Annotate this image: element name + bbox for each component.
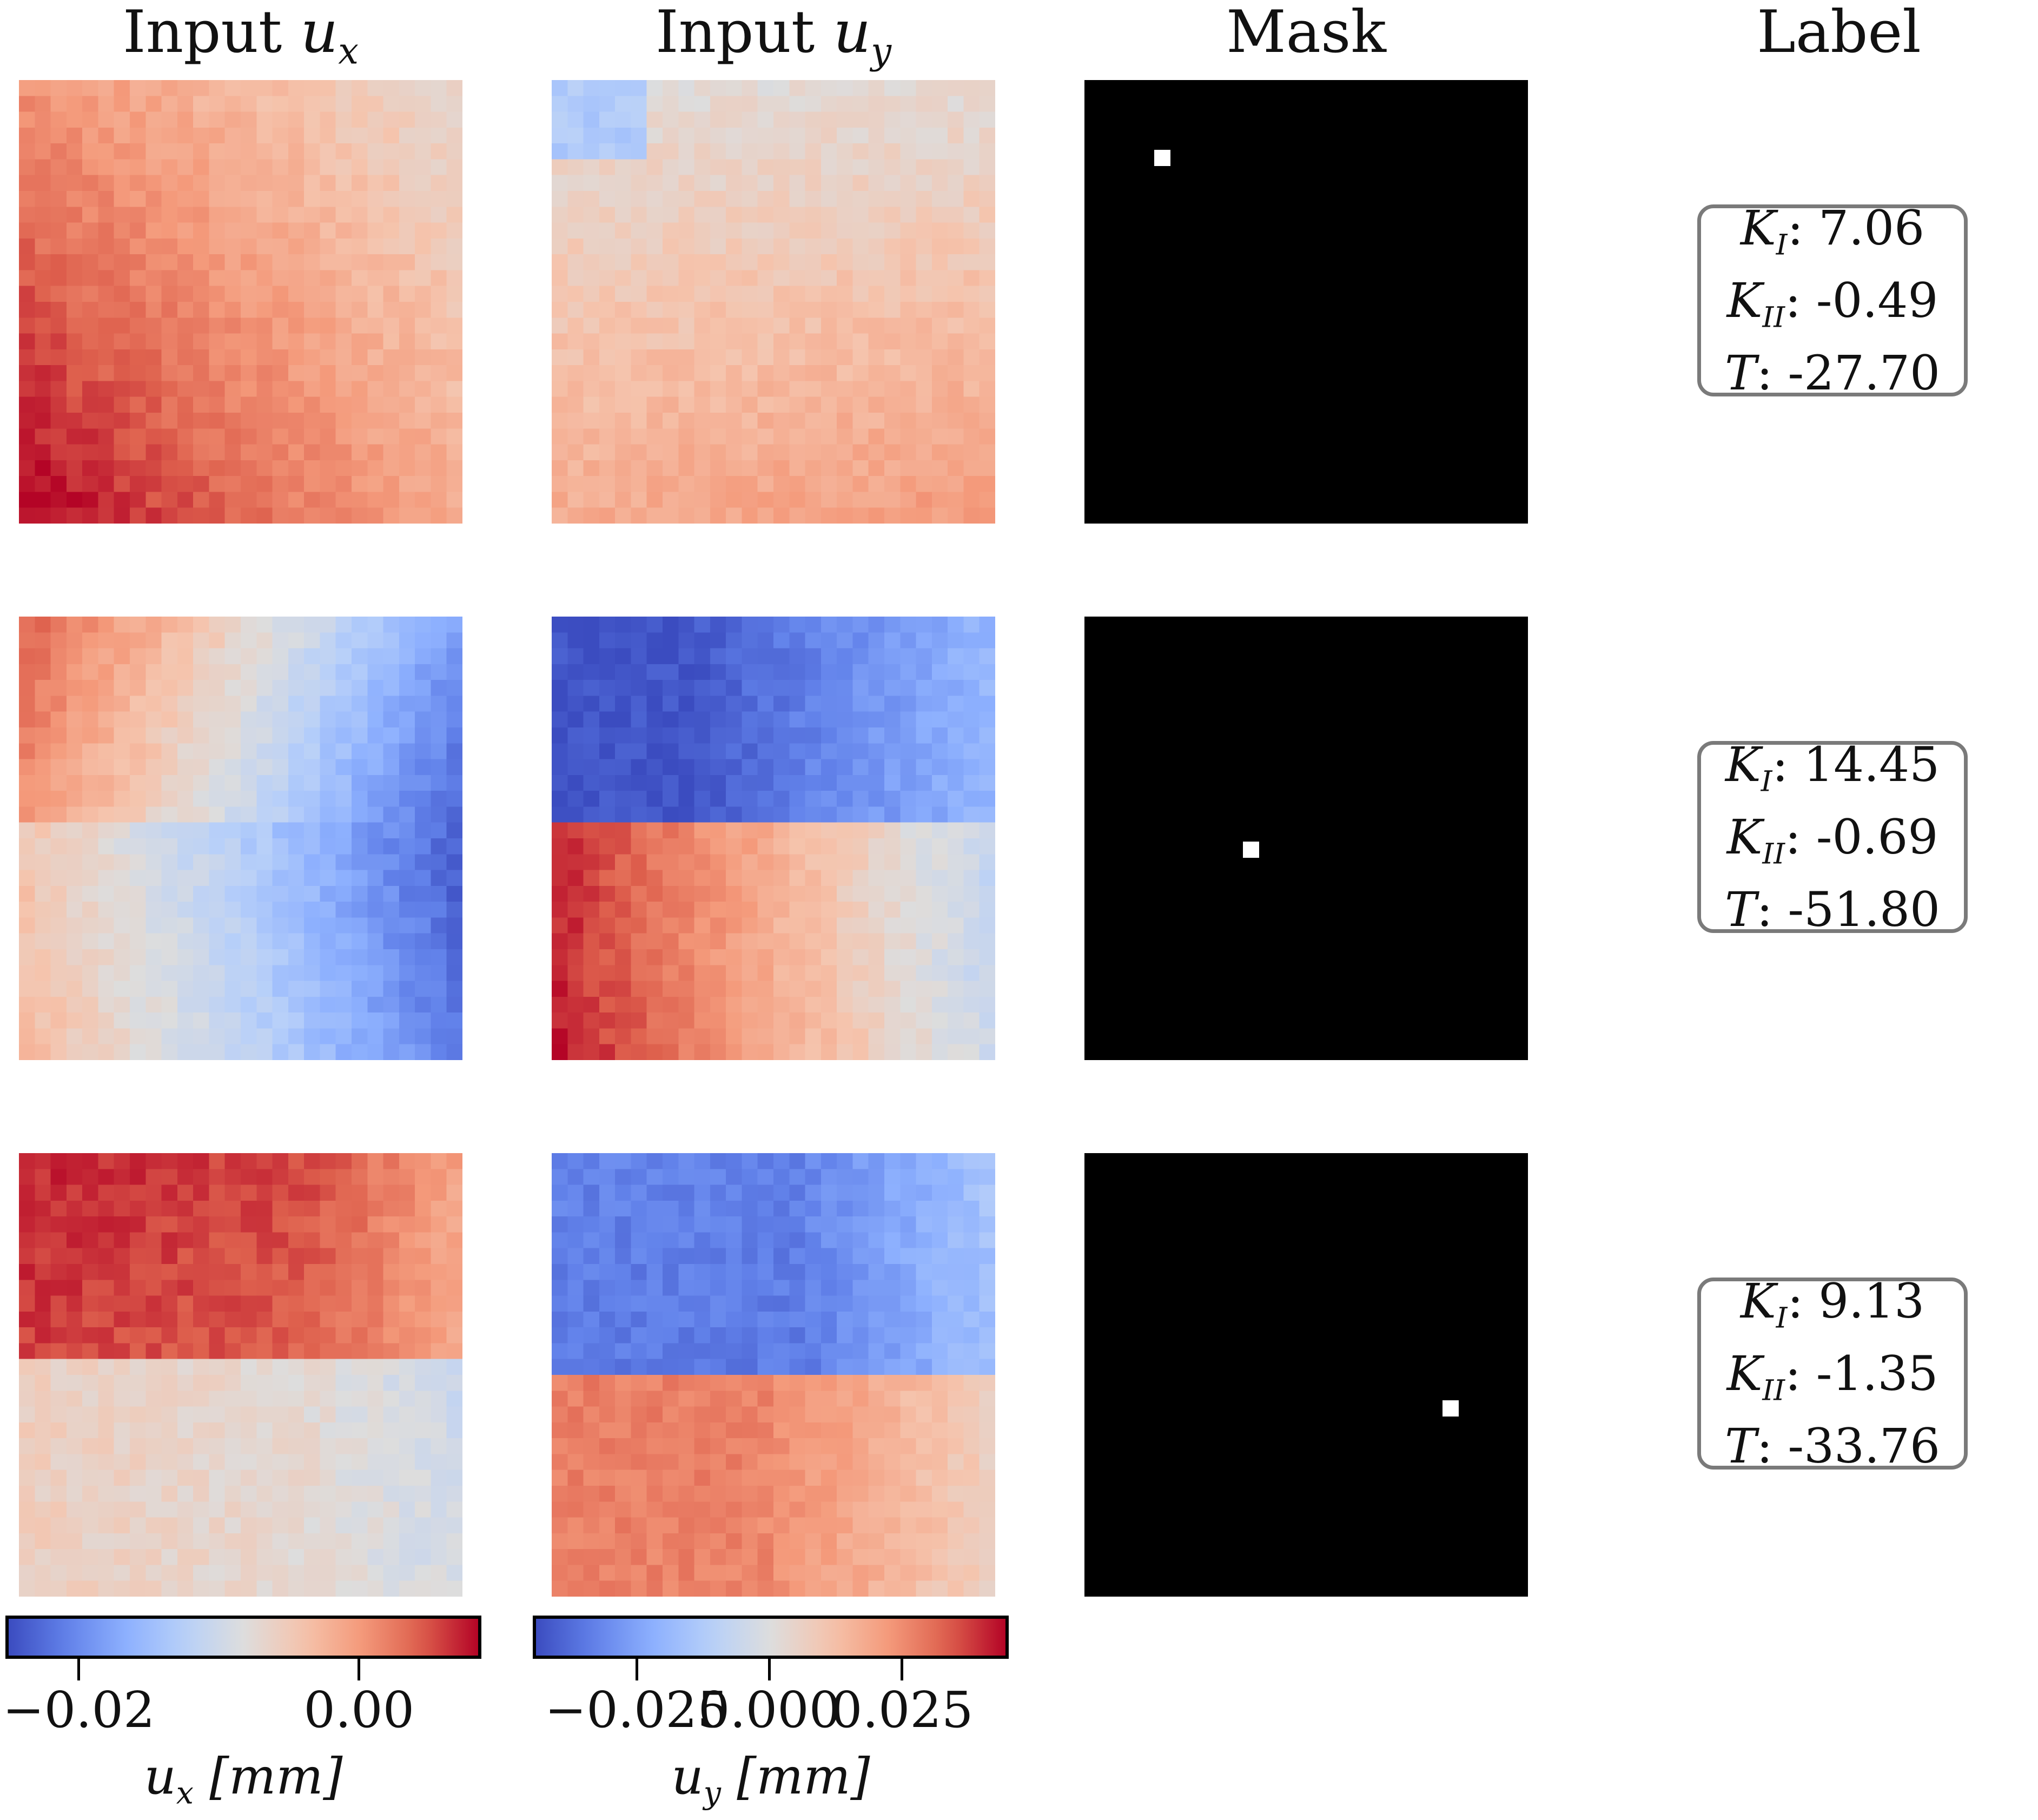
label-t: T: -27.70 xyxy=(1725,345,1940,401)
label-box-sample-2: KI: 14.45 KII: -0.69 T: -51.80 xyxy=(1697,737,1968,937)
colorbar-ux-label: ux [mm] xyxy=(144,1748,343,1811)
label-t: T: -51.80 xyxy=(1725,882,1940,938)
heatmap-uy-sample-1 xyxy=(552,80,995,524)
title-input-uy: Input uy xyxy=(655,0,892,72)
label-ki: KI: 14.45 xyxy=(1725,736,1940,798)
colorbar-ux-tick-label: 0.00 xyxy=(303,1681,415,1739)
mask-sample-3 xyxy=(1084,1153,1528,1597)
heatmap-uy-sample-2 xyxy=(552,617,995,1060)
heatmap-ux-sample-2 xyxy=(19,617,462,1060)
title-label: Label xyxy=(1757,0,1921,66)
colorbar-uy-tick xyxy=(901,1659,904,1680)
title-input-ux: Input ux xyxy=(123,0,359,72)
colorbar-ux-tick-label: −0.02 xyxy=(2,1681,155,1739)
colorbar-uy-tick-label: −0.025 xyxy=(545,1681,729,1739)
label-box-sample-3: KI: 9.13 KII: -1.35 T: -33.76 xyxy=(1697,1273,1968,1474)
label-box-sample-1: KI: 7.06 KII: -0.49 T: -27.70 xyxy=(1697,200,1968,401)
label-t: T: -33.76 xyxy=(1725,1418,1940,1474)
label-kii: KII: -1.35 xyxy=(1726,1346,1938,1407)
colorbar-uy-tick xyxy=(768,1659,771,1680)
colorbar-uy-tick xyxy=(635,1659,638,1680)
colorbar-uy-tick-label: 0.025 xyxy=(831,1681,974,1739)
colorbar-ux-tick xyxy=(77,1659,81,1680)
crack-tip-marker xyxy=(1154,149,1170,166)
colorbar-ux xyxy=(5,1616,481,1659)
crack-tip-marker xyxy=(1242,841,1259,858)
label-ki: KI: 9.13 xyxy=(1740,1273,1925,1334)
heatmap-ux-sample-3 xyxy=(19,1153,462,1597)
mask-sample-2 xyxy=(1084,617,1528,1060)
colorbar-uy xyxy=(533,1616,1009,1659)
label-kii: KII: -0.49 xyxy=(1726,273,1938,334)
mask-sample-1 xyxy=(1084,80,1528,524)
colorbar-uy-tick-label: 0.000 xyxy=(698,1681,841,1739)
label-ki: KI: 7.06 xyxy=(1740,200,1925,261)
heatmap-uy-sample-3 xyxy=(552,1153,995,1597)
colorbar-ux-tick xyxy=(358,1659,361,1680)
crack-tip-marker xyxy=(1442,1400,1459,1417)
heatmap-ux-sample-1 xyxy=(19,80,462,524)
label-kii: KII: -0.69 xyxy=(1726,809,1938,871)
colorbar-uy-label: uy [mm] xyxy=(671,1748,870,1811)
title-mask: Mask xyxy=(1226,0,1386,66)
